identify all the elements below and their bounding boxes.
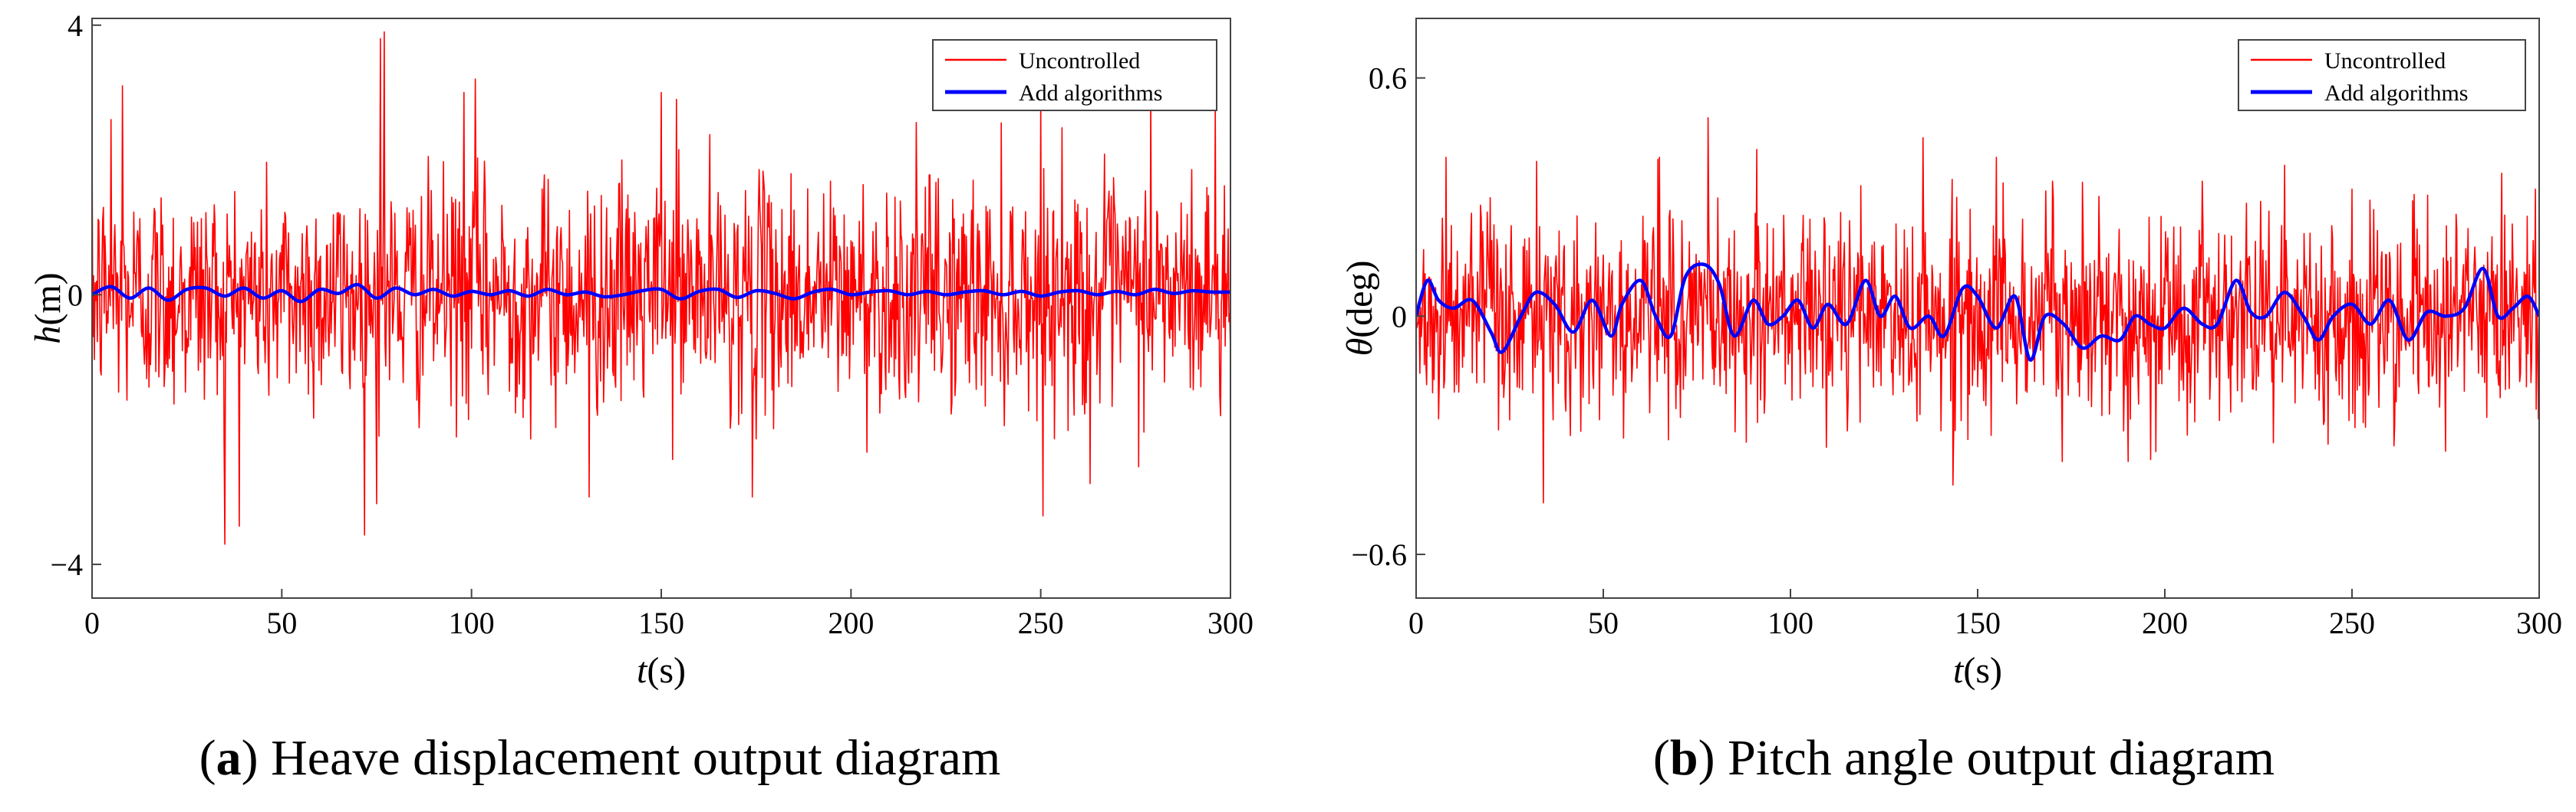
panel-a-legend-label-add-algorithms: Add algorithms: [1019, 81, 1163, 106]
panel-b-legend-box: [2238, 39, 2526, 111]
panel-a-xtick-label-6: 300: [1207, 606, 1253, 640]
panel-a-ytick-label-0: 4: [68, 8, 83, 43]
panel-b-xtick-label-6: 300: [2516, 606, 2562, 640]
panel-b-ylabel: θ(deg): [1339, 261, 1380, 357]
panel-a-y-ticks: 4 0 −4: [50, 8, 101, 582]
panel-b-series-group: [1417, 117, 2538, 504]
panel-a-legend-label-uncontrolled: Uncontrolled: [1019, 48, 1140, 74]
panel-a-caption-text: Heave displacement output diagram: [271, 730, 1000, 786]
panel-b-xlabel-unit: (s): [1963, 650, 2002, 691]
panel-a-ylabel: h(m): [28, 272, 68, 344]
panel-b-ytick-label-1: 0: [1392, 299, 1407, 334]
panel-b-xlabel: t(s): [1953, 650, 2002, 691]
panel-b-xtick-label-3: 150: [1955, 606, 2001, 640]
panel-a-series-add-algorithms: [93, 282, 1230, 304]
panel-b-caption-letter: b: [1670, 730, 1698, 786]
panel-a-legend-box: [932, 39, 1217, 111]
panel-a-ytick-label-2: −4: [50, 547, 83, 582]
panel-b-ytick-label-2: −0.6: [1351, 537, 1407, 572]
panel-b-pitch-angle: 0 50 100 150 200 250 300 0.60−0.6 t(s) θ(deg) …: [1339, 18, 2562, 786]
panel-a-xtick-label-2: 100: [449, 606, 495, 640]
panel-a-xlabel-unit: (s): [647, 650, 686, 691]
panel-a-ylabel-symbol: h: [28, 326, 68, 344]
panel-a-heave-displacement: 0 50 100 150 200 250 300 40−4 t(s) h(m) Uncont…: [28, 8, 1253, 786]
panel-b-xtick-label-5: 250: [2329, 606, 2375, 640]
panel-b-xtick-label-4: 200: [2142, 606, 2188, 640]
panel-a-x-ticks: 0 50 100 150 200 250 300: [84, 589, 1253, 640]
panel-b-ylabel-unit: (deg): [1339, 261, 1380, 338]
panel-a-xlabel-symbol: t: [637, 650, 648, 691]
panel-a-xlabel: t(s): [637, 650, 686, 691]
panel-b-x-ticks: 0 50 100 150 200 250 300: [1408, 589, 2562, 640]
panel-b-caption-text: Pitch angle output diagram: [1728, 730, 2275, 786]
panel-b-xtick-label-2: 100: [1767, 606, 1813, 640]
panel-b-y-ticks: 0.6 0 −0.6: [1351, 61, 1425, 572]
panel-b-legend-label-add-algorithms: Add algorithms: [2324, 81, 2469, 106]
panel-a-xtick-label-1: 50: [266, 606, 297, 640]
panel-b-legend: Uncontrolled Add algorithms: [2238, 39, 2526, 111]
panel-a-xtick-label-4: 200: [828, 606, 874, 640]
panel-b-series-add-algorithms: [1417, 262, 2538, 362]
panel-b-ylabel-symbol: θ: [1339, 338, 1380, 357]
panel-b-legend-label-uncontrolled: Uncontrolled: [2324, 48, 2446, 74]
panel-a-caption: (a) Heave displacement output diagram: [199, 730, 1001, 786]
panel-b-xlabel-symbol: t: [1953, 650, 1965, 691]
panel-a-ylabel-unit: (m): [28, 272, 68, 325]
panel-a-xtick-label-5: 250: [1018, 606, 1064, 640]
panel-b-series-uncontrolled: [1417, 117, 2538, 504]
panel-b-xtick-label-1: 50: [1588, 606, 1619, 640]
panel-a-legend: Uncontrolled Add algorithms: [932, 39, 1217, 111]
panel-b-ytick-label-0: 0.6: [1369, 61, 1407, 96]
panel-a-caption-letter: a: [216, 730, 242, 786]
panel-a-xtick-label-3: 150: [638, 606, 684, 640]
panel-a-xtick-label-0: 0: [84, 606, 100, 640]
panel-a-ytick-label-1: 0: [68, 278, 83, 312]
panel-b-caption: (b) Pitch angle output diagram: [1653, 730, 2275, 786]
panel-b-xtick-label-0: 0: [1408, 606, 1424, 640]
